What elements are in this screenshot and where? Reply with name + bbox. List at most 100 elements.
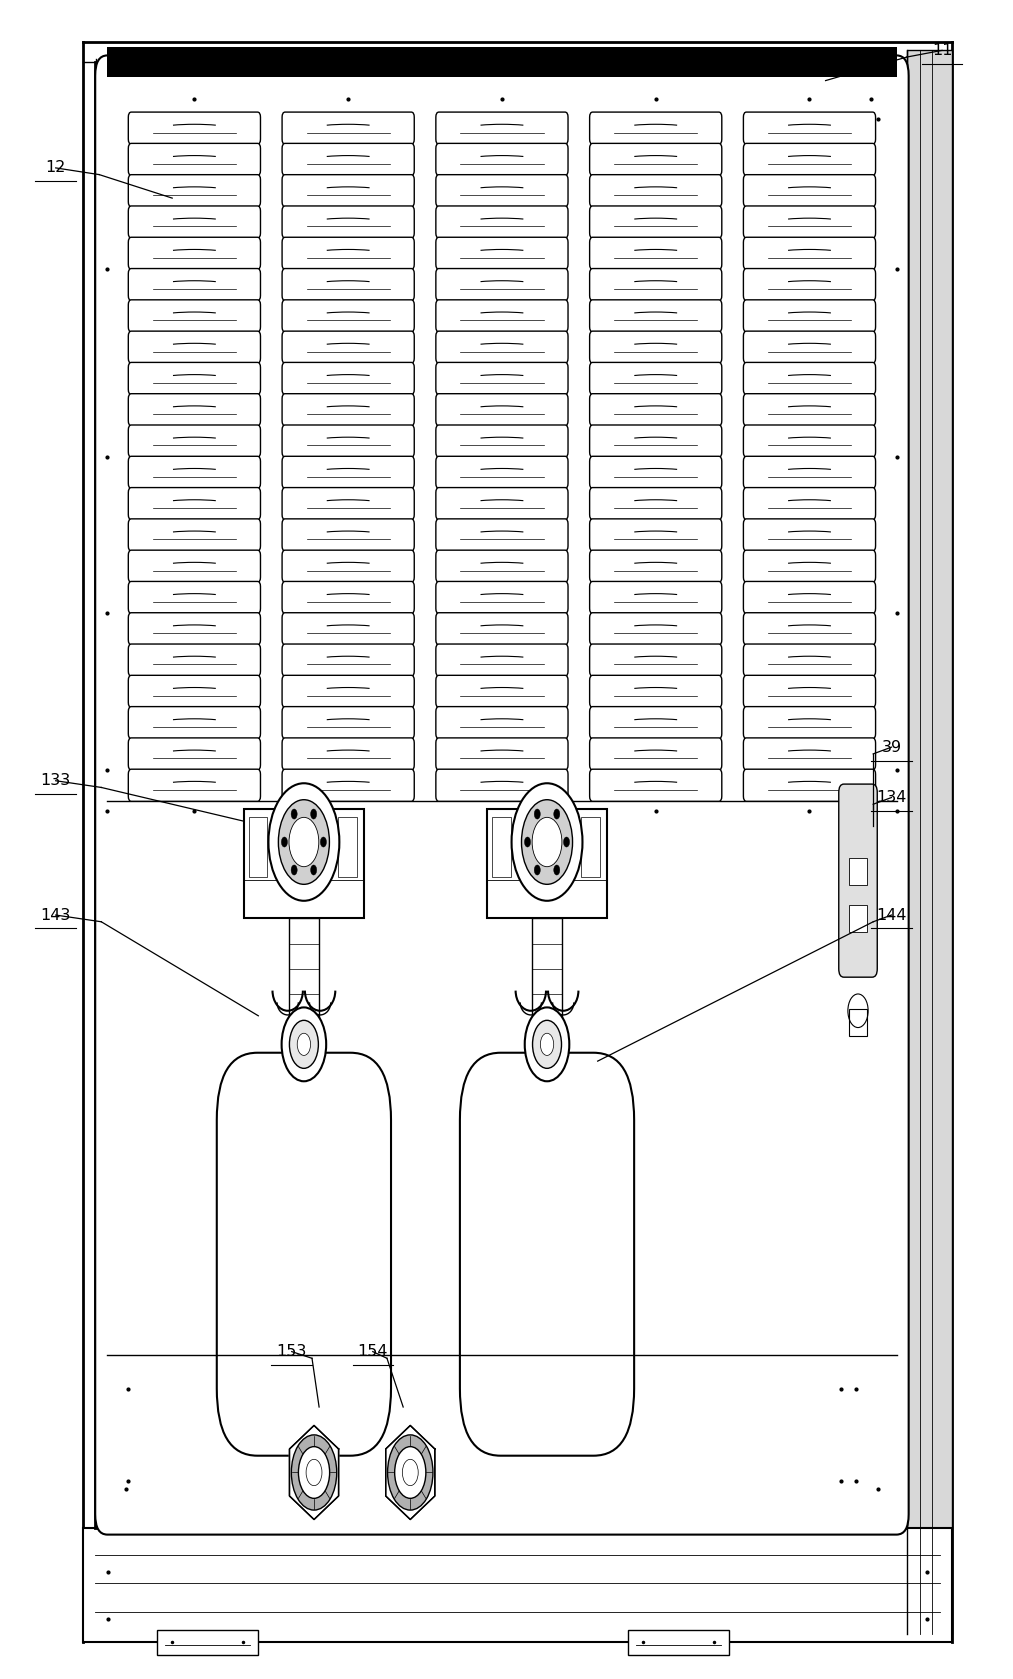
FancyBboxPatch shape (744, 331, 875, 363)
FancyBboxPatch shape (129, 645, 260, 677)
FancyBboxPatch shape (590, 707, 722, 739)
Text: 144: 144 (876, 908, 907, 922)
FancyBboxPatch shape (129, 393, 260, 426)
Circle shape (540, 1033, 554, 1056)
FancyBboxPatch shape (744, 487, 875, 520)
FancyBboxPatch shape (436, 769, 568, 801)
FancyBboxPatch shape (129, 519, 260, 551)
Bar (83, 1528, 952, 1642)
Circle shape (320, 836, 326, 846)
FancyBboxPatch shape (590, 331, 722, 363)
FancyBboxPatch shape (744, 707, 875, 739)
FancyBboxPatch shape (744, 581, 875, 613)
Circle shape (290, 1021, 318, 1068)
Circle shape (554, 865, 560, 875)
FancyBboxPatch shape (744, 425, 875, 457)
Circle shape (532, 818, 562, 866)
FancyBboxPatch shape (129, 769, 260, 801)
Circle shape (306, 1459, 322, 1486)
FancyBboxPatch shape (282, 207, 414, 238)
FancyBboxPatch shape (282, 581, 414, 613)
FancyBboxPatch shape (590, 425, 722, 457)
Bar (249, 818, 267, 876)
FancyBboxPatch shape (282, 645, 414, 677)
FancyBboxPatch shape (590, 207, 722, 238)
FancyBboxPatch shape (282, 707, 414, 739)
FancyBboxPatch shape (590, 112, 722, 144)
FancyBboxPatch shape (744, 237, 875, 269)
FancyBboxPatch shape (129, 301, 260, 332)
Circle shape (311, 865, 317, 875)
Text: 153: 153 (277, 1345, 307, 1358)
Circle shape (525, 836, 531, 846)
FancyBboxPatch shape (744, 301, 875, 332)
Bar (289, 918, 319, 1019)
FancyBboxPatch shape (436, 269, 568, 301)
FancyBboxPatch shape (129, 675, 260, 707)
FancyBboxPatch shape (744, 175, 875, 207)
FancyBboxPatch shape (129, 487, 260, 520)
Circle shape (563, 836, 569, 846)
FancyBboxPatch shape (282, 519, 414, 551)
FancyBboxPatch shape (744, 269, 875, 301)
FancyBboxPatch shape (129, 737, 260, 771)
FancyBboxPatch shape (129, 143, 260, 176)
FancyBboxPatch shape (282, 613, 414, 645)
Circle shape (525, 1007, 569, 1081)
FancyBboxPatch shape (129, 457, 260, 489)
FancyBboxPatch shape (744, 675, 875, 707)
FancyBboxPatch shape (282, 301, 414, 332)
Bar (492, 818, 511, 876)
Circle shape (268, 782, 339, 900)
FancyBboxPatch shape (590, 457, 722, 489)
Circle shape (311, 809, 317, 819)
FancyBboxPatch shape (282, 675, 414, 707)
FancyBboxPatch shape (744, 645, 875, 677)
FancyBboxPatch shape (436, 175, 568, 207)
FancyBboxPatch shape (282, 551, 414, 583)
Bar (907, 50, 952, 1634)
FancyBboxPatch shape (129, 363, 260, 395)
Circle shape (291, 865, 297, 875)
FancyBboxPatch shape (744, 112, 875, 144)
FancyBboxPatch shape (217, 1053, 391, 1456)
FancyBboxPatch shape (436, 393, 568, 426)
FancyBboxPatch shape (129, 207, 260, 238)
Text: 143: 143 (41, 908, 71, 922)
Circle shape (279, 799, 329, 885)
FancyBboxPatch shape (590, 363, 722, 395)
FancyBboxPatch shape (744, 551, 875, 583)
Text: 12: 12 (46, 161, 66, 175)
Circle shape (512, 782, 582, 900)
Polygon shape (290, 1425, 338, 1519)
FancyBboxPatch shape (436, 207, 568, 238)
FancyBboxPatch shape (436, 331, 568, 363)
FancyBboxPatch shape (590, 581, 722, 613)
FancyBboxPatch shape (282, 331, 414, 363)
FancyBboxPatch shape (590, 393, 722, 426)
Circle shape (534, 865, 540, 875)
FancyBboxPatch shape (460, 1053, 634, 1456)
Bar (849, 1009, 867, 1036)
FancyBboxPatch shape (590, 551, 722, 583)
Bar (487, 809, 607, 918)
FancyBboxPatch shape (95, 55, 909, 1535)
FancyBboxPatch shape (129, 269, 260, 301)
Bar (849, 858, 867, 885)
Circle shape (402, 1459, 418, 1486)
FancyBboxPatch shape (129, 112, 260, 144)
FancyBboxPatch shape (436, 645, 568, 677)
FancyBboxPatch shape (282, 143, 414, 176)
FancyBboxPatch shape (282, 363, 414, 395)
FancyBboxPatch shape (744, 363, 875, 395)
Circle shape (292, 1436, 336, 1509)
FancyBboxPatch shape (129, 613, 260, 645)
FancyBboxPatch shape (436, 237, 568, 269)
FancyBboxPatch shape (590, 769, 722, 801)
Polygon shape (386, 1425, 435, 1519)
FancyBboxPatch shape (129, 175, 260, 207)
FancyBboxPatch shape (590, 269, 722, 301)
FancyBboxPatch shape (436, 551, 568, 583)
Circle shape (533, 1021, 561, 1068)
FancyBboxPatch shape (744, 737, 875, 771)
